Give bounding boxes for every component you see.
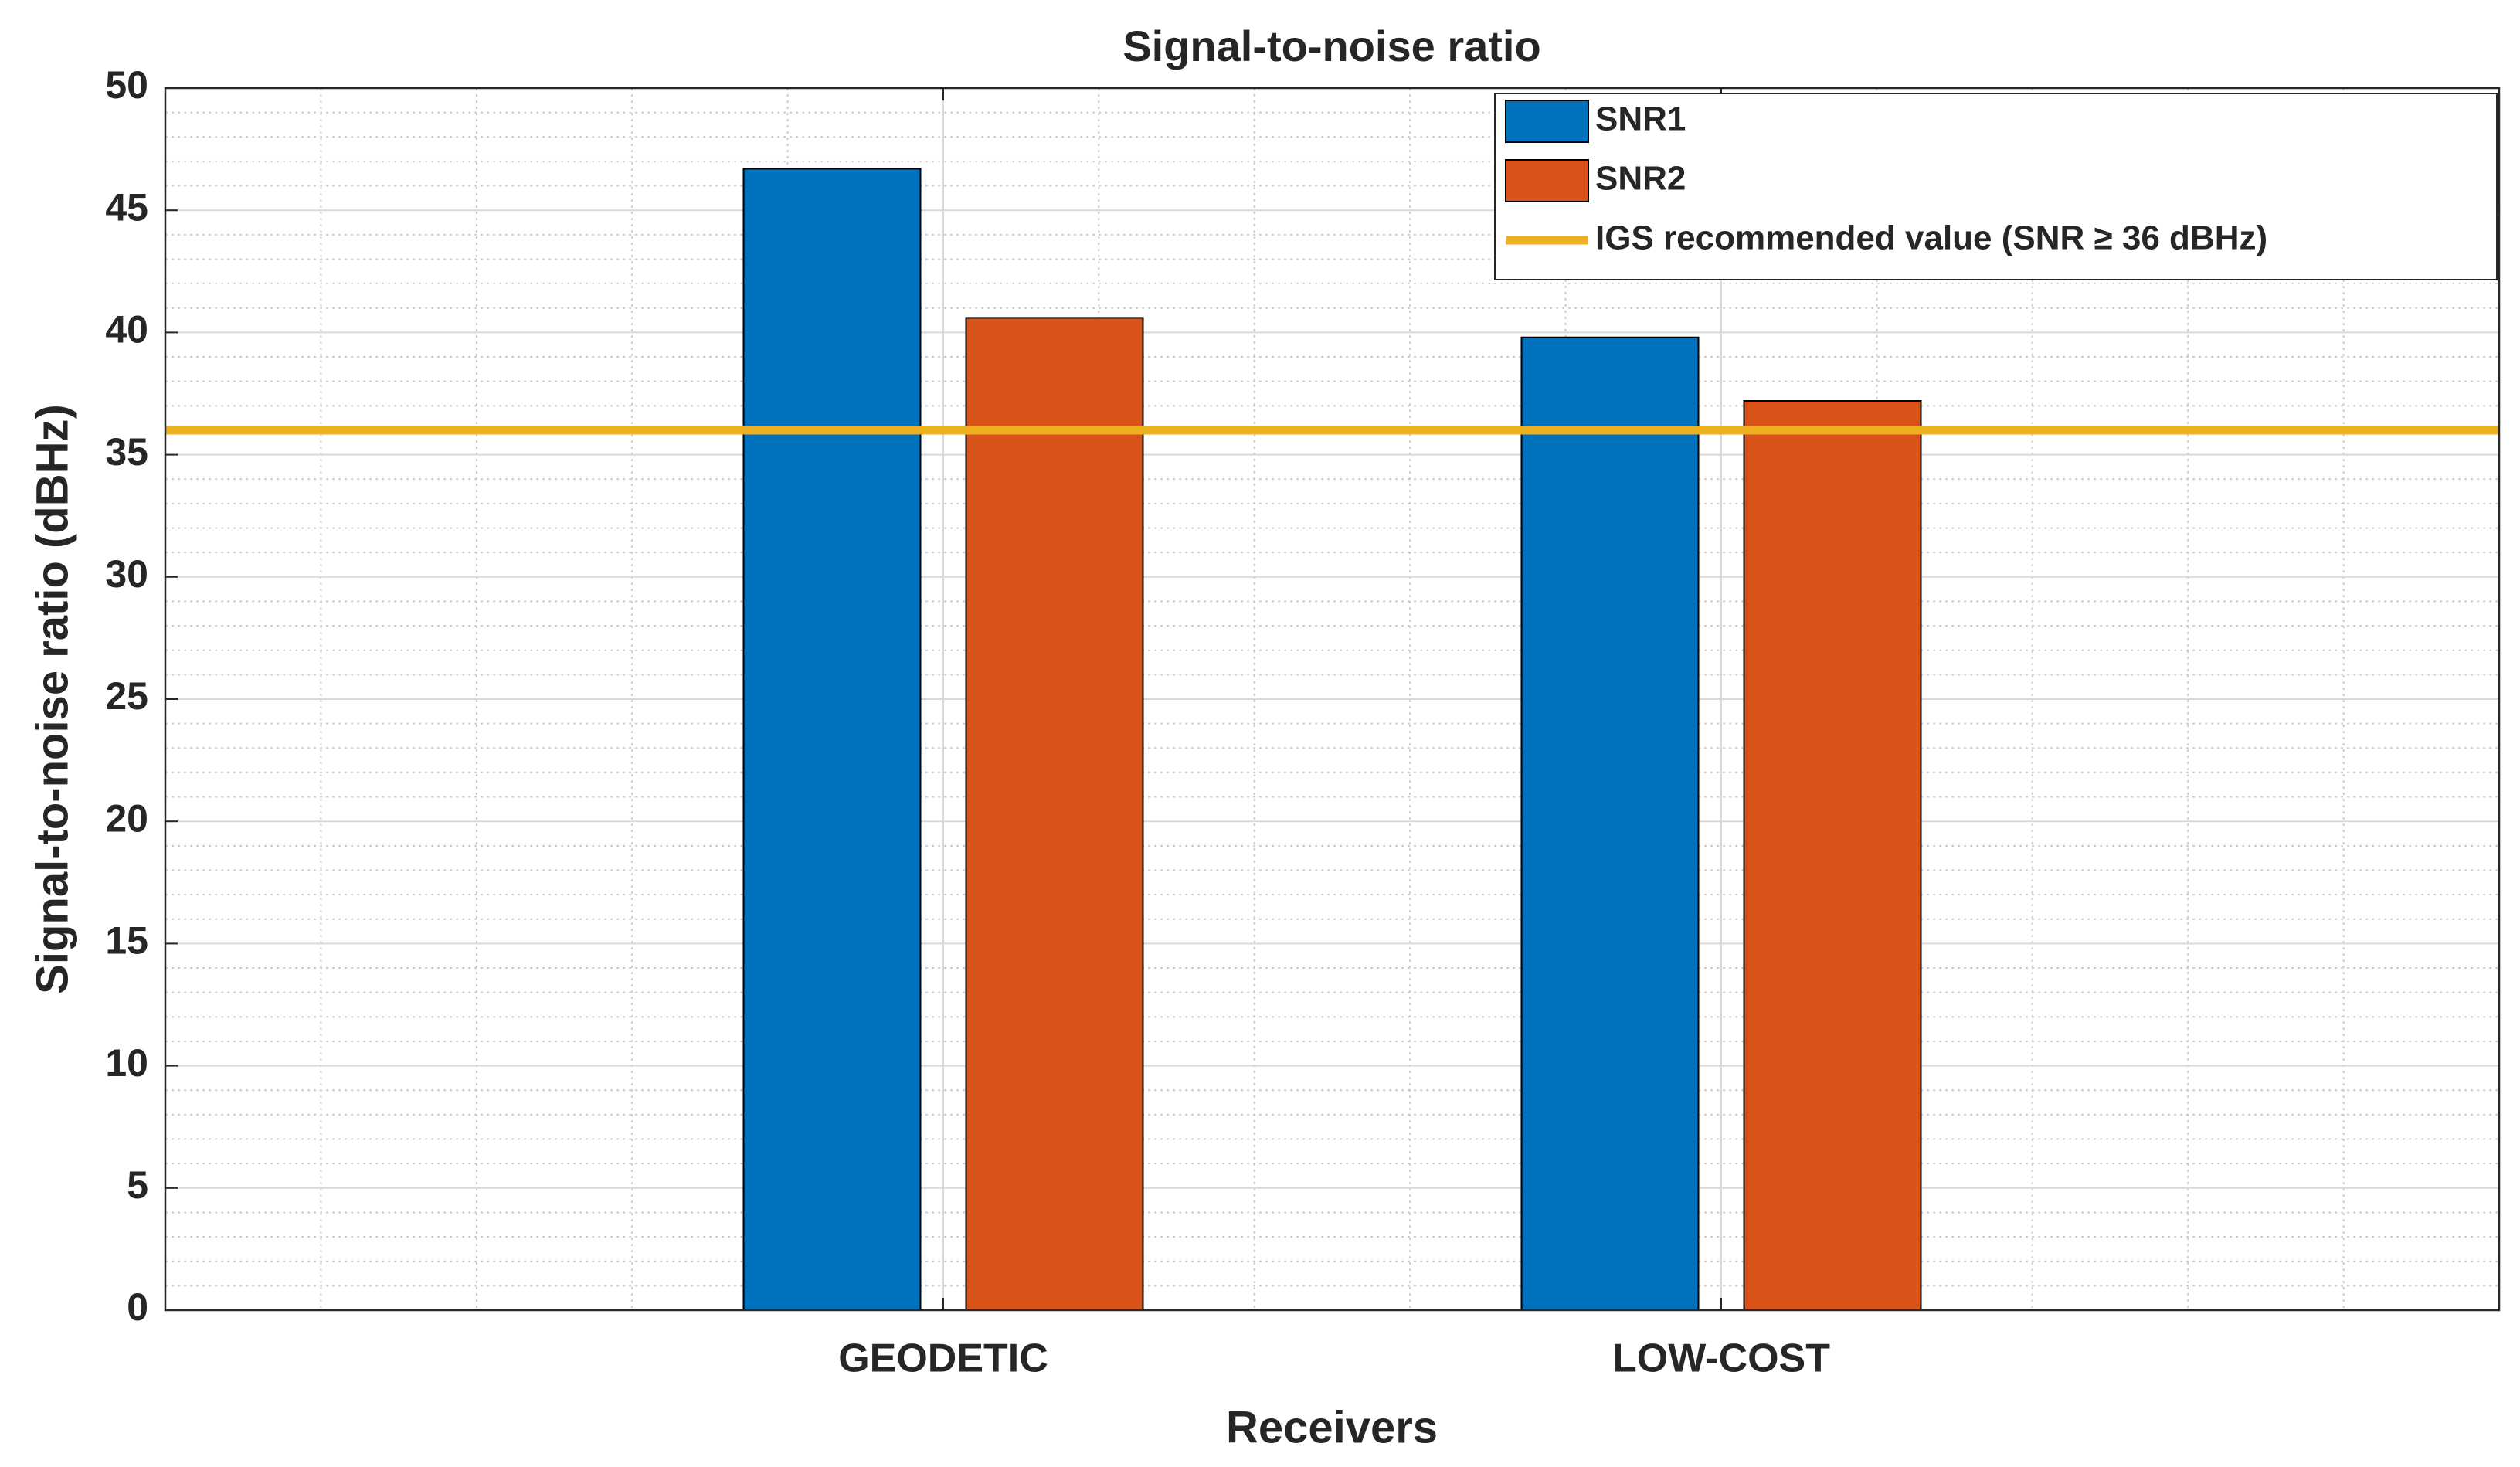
chart-title: Signal-to-noise ratio [1122, 22, 1540, 70]
legend-label: IGS recommended value (SNR ≥ 36 dBHz) [1595, 219, 2267, 257]
y-axis-label: Signal-to-noise ratio (dBHz) [27, 404, 77, 994]
x-axis-label: Receivers [1226, 1402, 1438, 1452]
legend-label: SNR2 [1595, 160, 1686, 198]
x-tick-label: LOW-COST [1612, 1336, 1830, 1381]
y-tick-label: 35 [105, 430, 148, 474]
y-tick-label: 15 [105, 919, 148, 963]
bar [1743, 399, 1922, 1312]
legend-swatch [1505, 159, 1589, 202]
bar [1520, 336, 1700, 1311]
y-tick-label: 20 [105, 796, 148, 840]
legend-box [1494, 93, 2498, 280]
y-tick-label: 30 [105, 552, 148, 596]
y-tick-label: 25 [105, 674, 148, 718]
bar [965, 317, 1144, 1311]
bar [742, 168, 922, 1312]
x-tick-label: GEODETIC [838, 1336, 1048, 1381]
y-tick-label: 10 [105, 1041, 148, 1085]
y-tick-label: 50 [105, 63, 148, 107]
y-tick-label: 40 [105, 308, 148, 351]
legend-label: SNR1 [1595, 100, 1686, 138]
y-tick-label: 0 [127, 1285, 148, 1329]
y-tick-label: 45 [105, 185, 148, 229]
y-tick-label: 5 [127, 1163, 148, 1207]
legend-swatch [1505, 100, 1589, 143]
plot-frame [164, 87, 2501, 1312]
